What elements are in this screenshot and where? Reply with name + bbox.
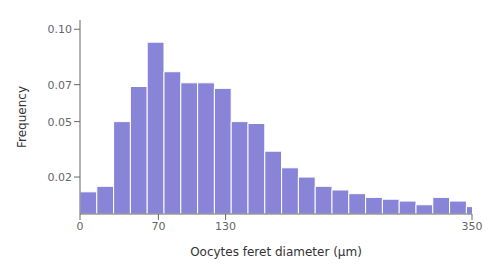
svg-text:Oocytes feret diameter (μm): Oocytes feret diameter (μm) (190, 245, 362, 259)
svg-text:0.07: 0.07 (48, 79, 73, 92)
svg-text:0.05: 0.05 (48, 116, 73, 129)
svg-text:Frequency: Frequency (15, 86, 29, 148)
svg-text:0.10: 0.10 (48, 23, 73, 36)
svg-text:0.02: 0.02 (48, 171, 73, 184)
svg-text:70: 70 (151, 220, 165, 233)
svg-text:0: 0 (77, 220, 84, 233)
svg-text:130: 130 (215, 220, 236, 233)
svg-text:350: 350 (462, 220, 483, 233)
